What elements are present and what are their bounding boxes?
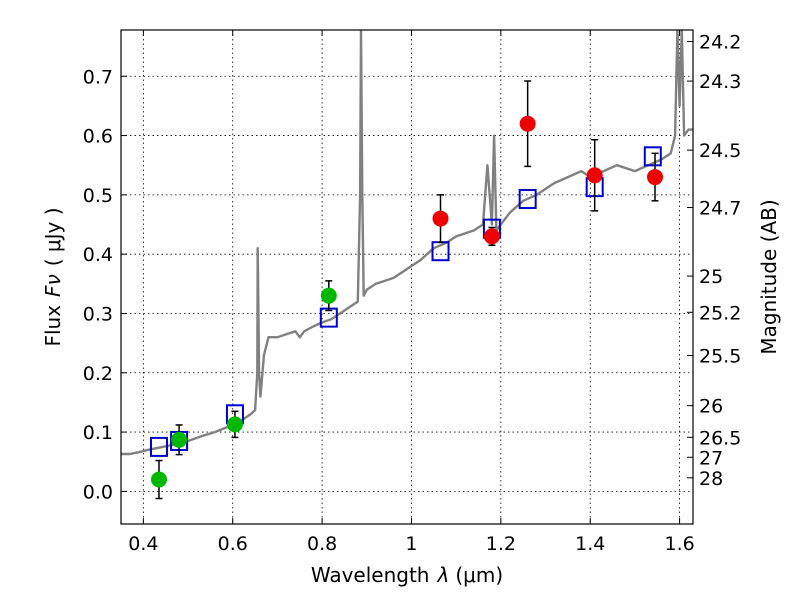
x-tick-label: 1 [405,533,417,555]
observed-flux-point [171,431,188,448]
model-spectrum-line [121,30,693,456]
data-points [149,80,664,500]
right-tick-label: 27 [699,447,723,469]
y-axis-label: FluxFν( μJy ) [41,207,65,346]
right-tick-label: 24.2 [699,32,741,54]
observed-flux-point [647,169,664,186]
observed-flux-point [586,167,603,184]
grid-lines [121,30,693,524]
plot-frame [120,29,694,525]
y-tick-label: 0.6 [83,126,113,148]
right-axis-label: Magnitude (AB) [757,199,781,354]
y-tick-label: 0.4 [83,244,113,266]
y-tick-label: 0.5 [83,185,113,207]
x-axis-label: Wavelength λ (μm) [311,563,503,587]
observed-flux-point [226,416,243,433]
right-tick-label: 25.2 [699,302,741,324]
y-tick-label: 0.3 [83,303,113,325]
model-photometry-square [643,146,662,167]
right-tick-label: 26.5 [699,427,741,449]
right-tick-label: 28 [699,468,723,490]
x-tick-label: 1.2 [486,533,516,555]
observed-flux-point [320,287,337,304]
right-tick-label: 24.5 [699,140,741,162]
right-tick-label: 25 [699,266,723,288]
model-spectrum [121,30,693,456]
y-tick-label: 0.2 [83,363,113,385]
y-tick-label: 0.1 [83,422,113,444]
y-tick-label: 0.7 [83,66,113,88]
model-photometry-square [149,436,168,457]
right-tick-label: 26 [699,396,723,418]
x-tick-label: 1.6 [664,533,694,555]
x-tick-label: 0.4 [128,533,158,555]
axis-ticks: 0.4 0.6 0.8 1 1.2 1.4 1.6 0.0 0.1 0.2 0.3 0.4 0.5 0.6… [83,30,741,555]
x-tick-label: 0.8 [307,533,337,555]
right-tick-label: 24.3 [699,71,741,93]
x-tick-label: 1.4 [575,533,605,555]
y-tick-label: 0.0 [83,481,113,503]
right-tick-label: 24.7 [699,198,741,220]
observed-flux-point [150,471,167,488]
x-tick-label: 0.6 [218,533,248,555]
observed-flux-point [432,210,449,227]
model-photometry-square [518,189,537,210]
observed-flux-point [519,115,536,132]
observed-flux-point [483,228,500,245]
right-tick-label: 25.5 [699,346,741,368]
